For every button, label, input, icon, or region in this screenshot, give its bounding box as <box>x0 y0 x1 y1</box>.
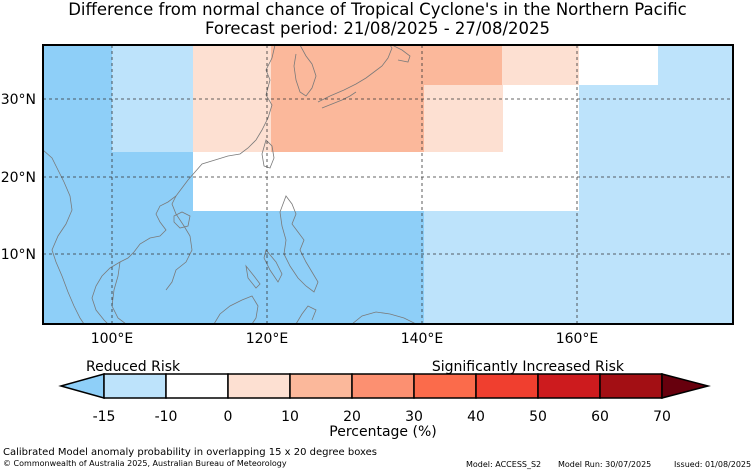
reduced-risk-label: Reduced Risk <box>86 359 181 375</box>
cbar-tick: 30 <box>405 409 423 425</box>
grid-cell-low <box>579 45 733 324</box>
grid-cell-slight <box>502 45 579 85</box>
cbar-tick: 60 <box>591 409 609 425</box>
cbar-tick: 20 <box>343 409 361 425</box>
grid-cell-neutral <box>579 45 658 85</box>
colorbar-bin <box>475 373 539 399</box>
colorbar-bin <box>599 373 663 399</box>
coastlines <box>43 45 417 324</box>
colorbar-bin <box>103 373 167 399</box>
lat-tick-20n: 20°N <box>1 170 36 186</box>
map-title: Difference from normal chance of Tropica… <box>68 0 687 19</box>
colorbar-xlabel: Percentage (%) <box>329 424 436 440</box>
increased-risk-label: Significantly Increased Risk <box>432 359 625 375</box>
colorbar-bin <box>227 373 291 399</box>
colorbar-bin <box>413 373 477 399</box>
grid-cell-neutral <box>503 85 579 152</box>
colorbar-bin <box>351 373 415 399</box>
cbar-tick: 0 <box>224 409 233 425</box>
anomaly-grid <box>43 45 733 324</box>
grid-cell-neutral <box>275 152 579 177</box>
grid-cell-slight <box>193 45 271 152</box>
map-frame <box>42 44 734 325</box>
cbar-tick: 10 <box>281 409 299 425</box>
colorbar-under-arrow <box>58 373 105 399</box>
issued-date: Issued: 01/08/2025 <box>674 460 752 469</box>
lon-tick-100e: 100°E <box>91 331 134 347</box>
colorbar-over-arrow <box>661 373 711 399</box>
grid-cell-low <box>424 211 502 278</box>
colorbar-bin <box>289 373 353 399</box>
grid-cell-neutral <box>193 152 275 177</box>
method-note: Calibrated Model anomaly probability in … <box>3 447 378 458</box>
grid-cell-low <box>112 45 193 152</box>
lat-tick-30n: 30°N <box>1 92 36 108</box>
lon-tick-140e: 140°E <box>401 331 444 347</box>
lon-tick-120e: 120°E <box>246 331 289 347</box>
cbar-tick: 70 <box>653 409 671 425</box>
cbar-tick: -15 <box>93 409 116 425</box>
grid-cell-slight <box>424 85 503 152</box>
lon-tick-160e: 160°E <box>556 331 599 347</box>
copyright: © Commonwealth of Australia 2025, Austra… <box>3 459 287 468</box>
cbar-tick: -10 <box>155 409 178 425</box>
colorbar-bin <box>537 373 601 399</box>
cbar-tick: 40 <box>467 409 485 425</box>
lat-tick-10n: 10°N <box>1 247 36 263</box>
forecast-period: Forecast period: 21/08/2025 - 27/08/2025 <box>204 19 551 38</box>
colorbar <box>58 373 711 399</box>
model-name: Model: ACCESS_S2 <box>466 460 542 469</box>
grid-cell-neutral <box>193 177 579 211</box>
cbar-tick: 50 <box>529 409 547 425</box>
model-run: Model Run: 30/07/2025 <box>558 460 652 469</box>
graticule <box>43 45 733 324</box>
colorbar-bin <box>165 373 229 399</box>
colorbar-ticks: -15 -10 0 10 20 30 40 50 60 70 Percentag… <box>93 409 671 440</box>
